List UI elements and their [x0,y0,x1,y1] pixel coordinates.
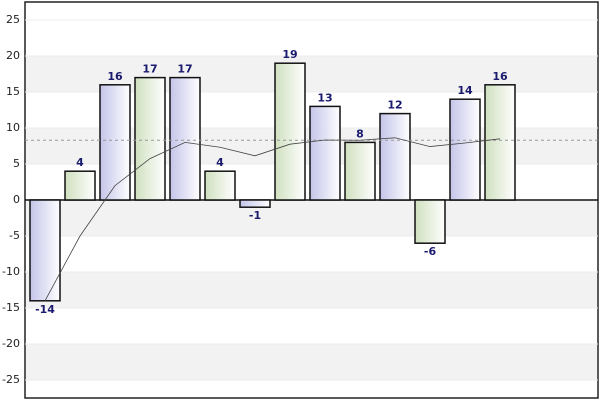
value-label: 16 [492,70,508,83]
value-label: 12 [387,99,402,112]
bar [274,62,306,201]
bar [204,170,236,201]
bar [309,105,341,201]
value-label: 8 [356,127,364,140]
value-label: 4 [216,156,224,169]
y-tick-label: 20 [6,49,20,62]
bar [134,76,166,201]
y-tick-label: 0 [13,193,20,206]
value-label: 14 [457,84,473,97]
y-tick-label: 10 [6,121,20,134]
bar [414,199,446,244]
value-label: -14 [35,303,55,316]
bar [99,84,131,201]
value-label: 17 [142,63,157,76]
y-tick-label: 25 [6,13,20,26]
y-tick-label: -10 [2,265,20,278]
grid-band [26,344,597,380]
grid-band [26,272,597,308]
grid-band [26,200,597,236]
value-label: 13 [317,91,332,104]
bar [64,170,96,201]
bar [449,98,481,201]
bar [379,112,411,201]
y-tick-label: -5 [9,229,20,242]
bar [484,84,516,201]
y-tick-label: 5 [13,157,20,170]
trend-line [44,137,501,301]
y-tick-label: -25 [2,373,20,386]
value-label: 17 [177,63,192,76]
y-tick-label: 15 [6,85,20,98]
value-label: -6 [424,245,437,258]
value-label: 19 [282,48,297,61]
bar [239,199,271,208]
value-label: 16 [107,70,123,83]
bar [169,76,201,201]
value-label: 4 [76,156,84,169]
value-label: -1 [249,209,261,222]
y-tick-label: -20 [2,337,20,350]
bar [344,141,376,201]
bar [29,199,61,302]
y-tick-label: -15 [2,301,20,314]
